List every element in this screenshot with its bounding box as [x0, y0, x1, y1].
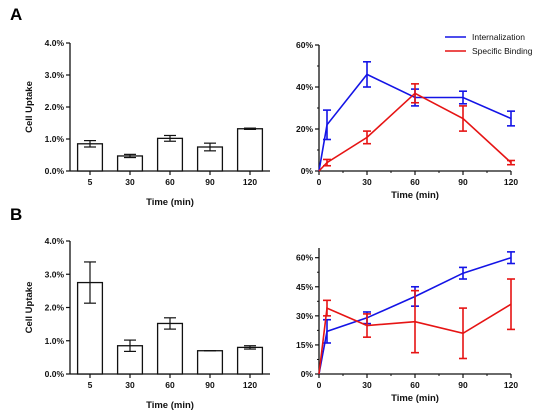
x-tick-label: 60	[410, 380, 420, 390]
bar	[116, 155, 144, 172]
x-tick-label: 90	[458, 177, 468, 187]
y-tick-label: 0.0%	[45, 166, 65, 176]
y-tick-label: 3.0%	[45, 269, 65, 279]
x-tick-label: 60	[165, 380, 175, 390]
bar	[156, 137, 184, 172]
x-tick-label: 30	[125, 380, 135, 390]
y-tick-label: 1.0%	[45, 134, 65, 144]
x-tick-label: 120	[243, 177, 257, 187]
y-tick-label: 4.0%	[45, 236, 65, 246]
y-tick-label: 1.0%	[45, 336, 65, 346]
x-tick-label: 0	[317, 380, 322, 390]
legend-label-1: Specific Binding	[472, 46, 533, 56]
y-tick-label: 0%	[301, 369, 314, 379]
x-tick-label: 0	[317, 177, 322, 187]
x-tick-label: 120	[504, 380, 518, 390]
y-axis-title: Cell Uptake	[24, 282, 35, 334]
x-tick-label: 60	[165, 177, 175, 187]
series-line-0	[318, 256, 512, 375]
x-tick-label: 120	[504, 177, 518, 187]
chart-a-line: 0% 20% 40% 60% 0 30 60 90 120 Internalization Spec…	[296, 32, 533, 201]
y-tick-label: 0%	[301, 166, 314, 176]
y-tick-label: 2.0%	[45, 102, 65, 112]
series-line-0	[318, 73, 512, 172]
legend-label-0: Internalization	[472, 32, 525, 42]
y-tick-label: 30%	[296, 311, 313, 321]
x-axis-title: Time (min)	[146, 197, 194, 208]
x-tick-label: 90	[205, 380, 215, 390]
x-tick-label: 90	[458, 380, 468, 390]
x-axis-title: Time (min)	[391, 393, 439, 404]
y-tick-label: 0.0%	[45, 369, 65, 379]
x-axis-title: Time (min)	[146, 400, 194, 411]
series-line-1	[318, 303, 512, 375]
y-tick-label: 15%	[296, 340, 313, 350]
series-line-1	[318, 92, 512, 172]
panel-letter-a: A	[10, 5, 22, 24]
chart-a-bar: 0.0% 1.0% 2.0% 3.0% 4.0% 5 30 60 90 120 Cell Uptak…	[24, 38, 270, 208]
x-tick-label: 30	[362, 177, 372, 187]
y-axis-title: Cell Uptake	[24, 81, 35, 133]
chart-b-line: 0% 15% 30% 45% 60% 0 30 60 90 120 Time (min)	[296, 248, 518, 404]
y-tick-label: 3.0%	[45, 70, 65, 80]
x-tick-label: 5	[88, 380, 93, 390]
y-tick-label: 60%	[296, 40, 313, 50]
chart-b-bar: 0.0% 1.0% 2.0% 3.0% 4.0% 5 30 60 90 120 Cell Uptak…	[24, 236, 270, 411]
y-tick-label: 45%	[296, 282, 313, 292]
bar	[156, 322, 184, 375]
x-tick-label: 5	[88, 177, 93, 187]
x-tick-label: 30	[362, 380, 372, 390]
x-tick-label: 30	[125, 177, 135, 187]
bar	[76, 143, 104, 172]
x-axis-title: Time (min)	[391, 190, 439, 201]
y-tick-label: 4.0%	[45, 38, 65, 48]
panel-letter-b: B	[10, 205, 22, 224]
x-tick-label: 60	[410, 177, 420, 187]
x-tick-label: 120	[243, 380, 257, 390]
bar	[236, 128, 264, 172]
bar	[236, 346, 264, 375]
x-tick-label: 90	[205, 177, 215, 187]
y-tick-label: 60%	[296, 253, 313, 263]
y-tick-label: 2.0%	[45, 303, 65, 313]
y-tick-label: 40%	[296, 82, 313, 92]
y-tick-label: 20%	[296, 124, 313, 134]
bar	[196, 350, 224, 375]
